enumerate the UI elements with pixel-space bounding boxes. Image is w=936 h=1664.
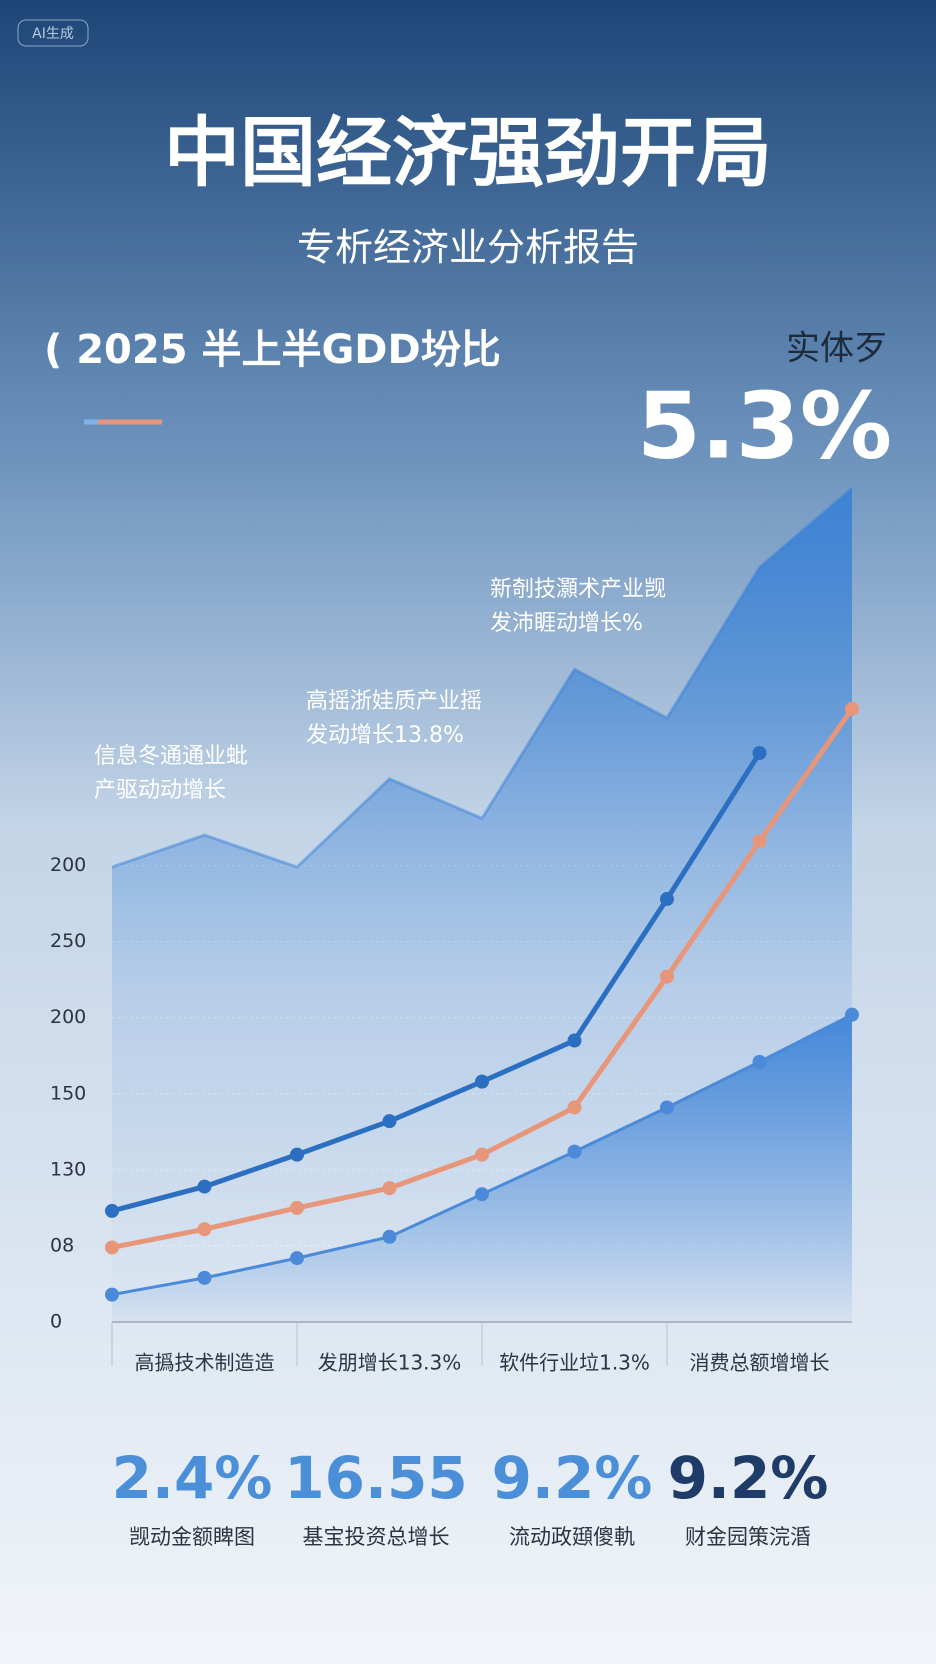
y-tick-label: 200 [50,854,86,876]
kicker: 实体歹 [786,329,888,369]
point [290,1147,304,1162]
annotation: 发动增长13.8% [306,723,464,748]
y-tick-label: 150 [50,1082,86,1104]
point [105,1203,119,1218]
stat-label: 财金园策浣涽 [685,1525,811,1549]
point [382,1181,397,1196]
x-tick-label: 发朋增长13.3% [318,1351,462,1375]
point [752,745,767,760]
annotation: 高摇浙娃质产业摇 [306,689,482,714]
area-edge [111,487,853,869]
point [382,1114,397,1129]
stat-value: 9.2% [668,1444,829,1512]
annotation: 信息冬通通业蚍 [94,744,248,769]
stat-label: 基宝投资总增长 [303,1525,450,1549]
badge: AI生成 [32,26,74,42]
headline-figure: 5.3% [637,372,892,479]
y-tick-label: 250 [50,930,86,952]
point [197,1270,212,1285]
point [290,1200,304,1215]
point [567,1144,582,1159]
point [752,1054,767,1069]
point [845,1007,859,1022]
title: 中国经济强劲开局 [164,108,772,197]
point [382,1229,397,1244]
section-title: ( 2025 半上半GDD坋比 [44,327,501,373]
point [660,892,674,907]
point [105,1287,119,1302]
point [752,834,767,849]
y-tick-label: 0 [50,1311,62,1333]
stat-label: 觊动金额睥图 [129,1525,255,1549]
point [475,1074,489,1089]
x-tick-label: 软件行业垃1.3% [499,1351,650,1375]
point [845,701,859,716]
point [475,1187,489,1202]
x-tick-label: 消费总额增增长 [690,1351,830,1375]
point [567,1033,582,1048]
annotation: 产驱动动增长 [94,778,226,803]
annotation: 新剞技灝术产业觊 [490,577,666,602]
stat-value: 2.4% [112,1444,273,1512]
area [112,1014,852,1322]
line [111,751,762,1214]
stat-value: 9.2% [492,1444,653,1512]
subtitle: 专析经济业分析报告 [297,226,639,270]
point [197,1222,212,1237]
y-tick-label: 200 [50,1006,86,1028]
point [660,1100,674,1115]
point [197,1179,212,1194]
point [290,1251,304,1266]
y-tick-label: 08 [50,1234,74,1256]
x-tick-label: 高撝技术制造造 [135,1351,275,1375]
stat-value: 16.55 [284,1444,467,1512]
y-tick-label: 130 [50,1158,86,1180]
point [105,1240,119,1255]
point [660,969,674,984]
point [567,1100,582,1115]
badge-frame [17,19,89,47]
annotation: 发沛睚动增长% [490,611,643,636]
point [475,1147,489,1162]
stat-label: 流动政頲傻軌 [509,1525,635,1549]
